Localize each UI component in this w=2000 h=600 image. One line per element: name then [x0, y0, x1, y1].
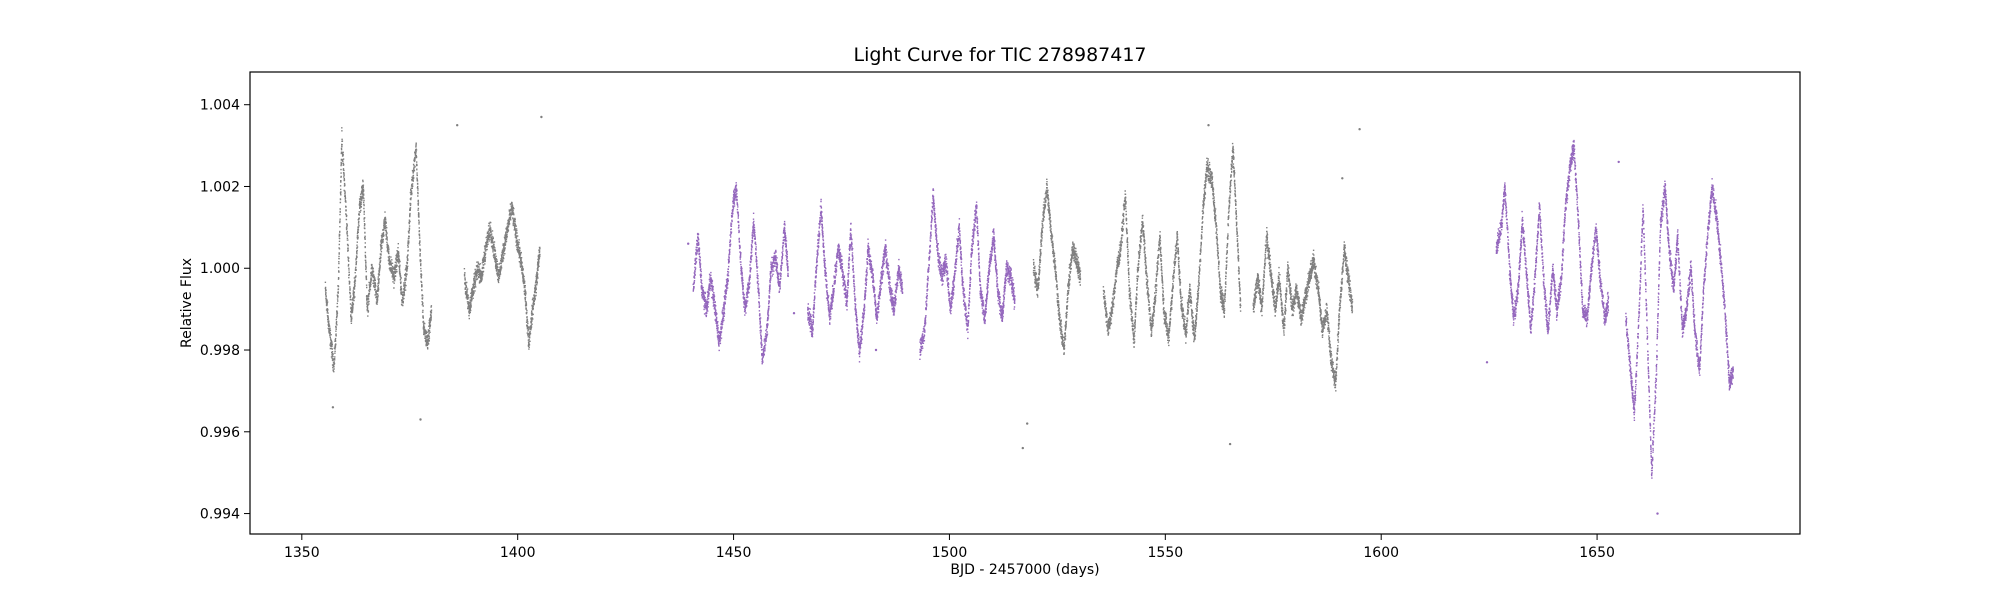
outlier-point — [331, 406, 335, 409]
x-tick-label: 1400 — [500, 545, 536, 561]
x-tick-label: 1500 — [932, 545, 968, 561]
y-tick-label: 1.004 — [200, 98, 240, 114]
x-tick-label: 1600 — [1363, 545, 1399, 561]
series-1-segment-0 — [692, 182, 789, 365]
x-tick-label: 1550 — [1148, 545, 1184, 561]
y-tick-label: 1.000 — [200, 261, 240, 277]
series-0-points — [324, 127, 1354, 392]
y-tick-label: 0.998 — [200, 343, 240, 359]
series-0-segment-1 — [463, 201, 541, 350]
y-axis-label: Relative Flux — [179, 258, 195, 348]
outlier-point — [540, 115, 543, 119]
outlier-point — [419, 418, 422, 421]
x-tick-label: 1450 — [716, 545, 752, 561]
outlier-point — [1026, 422, 1029, 425]
outlier-point — [456, 124, 459, 127]
series-0-segment-4 — [1252, 227, 1354, 392]
x-tick-label: 1350 — [284, 545, 320, 561]
plot-frame — [249, 71, 1801, 535]
outlier-point — [1485, 361, 1489, 364]
series-1-segment-2 — [919, 188, 1016, 360]
outlier-point — [874, 348, 878, 352]
outlier-point — [1656, 512, 1659, 515]
series-1-segment-1 — [807, 198, 904, 363]
x-axis-ticks: 1350 1400 1450 1500 1550 1600 1650 — [284, 534, 1615, 561]
outlier-point — [1341, 177, 1344, 180]
x-axis-label: BJD - 2457000 (days) — [950, 562, 1099, 578]
series-0-segment-0 — [324, 127, 433, 373]
series-1-points — [692, 139, 1734, 479]
outlier-point — [1228, 442, 1232, 446]
series-1-segment-3 — [1495, 139, 1610, 335]
outlier-point — [792, 312, 796, 315]
series-0-segment-2 — [1032, 178, 1082, 355]
outlier-point — [1021, 446, 1024, 450]
y-axis-ticks: 0.994 0.996 0.998 1.000 1.002 1.004 — [200, 98, 250, 523]
chart-title: Light Curve for TIC 278987417 — [853, 44, 1146, 66]
y-tick-label: 0.996 — [200, 425, 240, 441]
series-1-segment-4 — [1625, 178, 1734, 479]
outlier-point — [1358, 128, 1361, 131]
y-tick-label: 1.002 — [200, 179, 240, 195]
x-tick-label: 1650 — [1579, 545, 1615, 561]
outlier-point — [1207, 124, 1210, 127]
series-0-segment-3 — [1102, 142, 1242, 348]
data-points — [324, 115, 1734, 515]
outlier-point — [687, 242, 690, 245]
outlier-point — [1617, 160, 1620, 164]
y-tick-label: 0.994 — [200, 507, 240, 523]
